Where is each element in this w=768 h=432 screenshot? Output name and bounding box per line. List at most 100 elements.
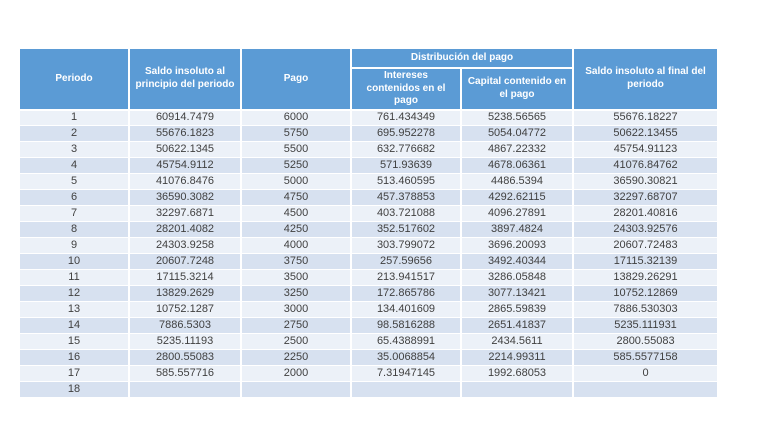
column-header-capital: Capital contenido en el pago — [459, 67, 575, 111]
table-body: 1 60914.7479 6000 761.434349 5238.56565 55676… — [18, 109, 720, 398]
table-cell: 3750 — [240, 253, 352, 270]
table-cell: 7.31947145 — [350, 365, 462, 382]
table-cell: 41076.8476 — [128, 173, 242, 190]
table-cell: 28201.40816 — [572, 205, 720, 222]
table-row: 15 5235.11193 2500 65.4388991 2434.5611 2800.… — [18, 333, 720, 350]
table-cell: 1 — [18, 109, 130, 126]
column-group-distribucion: Distribución del pago — [349, 47, 575, 69]
table-cell: 2750 — [240, 317, 352, 334]
table-cell: 60914.7479 — [128, 109, 242, 126]
table-cell: 2 — [18, 125, 130, 142]
table-cell: 5235.111931 — [572, 317, 720, 334]
table-row: 12 13829.2629 3250 172.865786 3077.13421 1075… — [18, 285, 720, 302]
table-cell: 7886.530303 — [572, 301, 720, 318]
table-row: 6 36590.3082 4750 457.378853 4292.62115 32297… — [18, 189, 720, 206]
table-cell: 172.865786 — [350, 285, 462, 302]
table-cell: 50622.13455 — [572, 125, 720, 142]
table-row: 18 — [18, 381, 720, 398]
table-cell: 12 — [18, 285, 130, 302]
table-cell: 1992.68053 — [459, 365, 575, 382]
table-cell: 2800.55083 — [128, 349, 242, 366]
table-cell: 5054.04772 — [459, 125, 575, 142]
table-cell: 20607.7248 — [128, 253, 242, 270]
table-cell — [240, 381, 352, 398]
table-cell: 16 — [18, 349, 130, 366]
table-cell: 98.5816288 — [350, 317, 462, 334]
table-cell: 18 — [18, 381, 130, 398]
table-cell: 28201.4082 — [128, 221, 242, 238]
table-cell: 55676.18227 — [572, 109, 720, 126]
table-cell: 2250 — [240, 349, 352, 366]
table-row: 2 55676.1823 5750 695.952278 5054.04772 50622… — [18, 125, 720, 142]
table-cell: 4292.62115 — [459, 189, 575, 206]
table-cell: 3286.05848 — [459, 269, 575, 286]
table-cell: 2214.99311 — [459, 349, 575, 366]
table-cell: 0 — [572, 365, 720, 382]
table-cell: 5750 — [240, 125, 352, 142]
table-row: 10 20607.7248 3750 257.59656 3492.40344 17115… — [18, 253, 720, 270]
table-cell: 36590.30821 — [572, 173, 720, 190]
table-cell: 2865.59839 — [459, 301, 575, 318]
table-cell: 352.517602 — [350, 221, 462, 238]
table-cell: 15 — [18, 333, 130, 350]
table-cell: 36590.3082 — [128, 189, 242, 206]
column-header-saldo-final: Saldo insoluto al final del periodo — [572, 47, 720, 111]
table-cell: 2434.5611 — [459, 333, 575, 350]
table-cell: 213.941517 — [350, 269, 462, 286]
table-cell: 3897.4824 — [459, 221, 575, 238]
table-cell: 13829.2629 — [128, 285, 242, 302]
table-cell: 3000 — [240, 301, 352, 318]
table-cell: 585.557716 — [128, 365, 242, 382]
table-row: 9 24303.9258 4000 303.799072 3696.20093 20607… — [18, 237, 720, 254]
table-cell: 695.952278 — [350, 125, 462, 142]
table-cell: 3500 — [240, 269, 352, 286]
table-cell: 5500 — [240, 141, 352, 158]
table-cell: 10 — [18, 253, 130, 270]
table-cell: 303.799072 — [350, 237, 462, 254]
table-cell: 10752.1287 — [128, 301, 242, 318]
table-row: 17 585.557716 2000 7.31947145 1992.68053 0 — [18, 365, 720, 382]
table-cell: 45754.91123 — [572, 141, 720, 158]
table-cell: 17115.32139 — [572, 253, 720, 270]
table-cell: 257.59656 — [350, 253, 462, 270]
table-cell: 10752.12869 — [572, 285, 720, 302]
table-cell: 5250 — [240, 157, 352, 174]
column-header-intereses: Intereses contenidos en el pago — [350, 67, 462, 111]
table-cell: 3492.40344 — [459, 253, 575, 270]
table-cell: 403.721088 — [350, 205, 462, 222]
table-cell: 13829.26291 — [572, 269, 720, 286]
table-row: 16 2800.55083 2250 35.0068854 2214.99311 585.… — [18, 349, 720, 366]
amortization-table-container: Periodo Saldo insoluto al principio del … — [18, 47, 720, 398]
table-cell: 5000 — [240, 173, 352, 190]
table-cell: 4486.5394 — [459, 173, 575, 190]
amortization-table: Periodo Saldo insoluto al principio del … — [18, 47, 720, 398]
table-cell: 2000 — [240, 365, 352, 382]
table-row: 4 45754.9112 5250 571.93639 4678.06361 41076.… — [18, 157, 720, 174]
table-cell: 32297.68707 — [572, 189, 720, 206]
table-cell: 17 — [18, 365, 130, 382]
column-header-periodo: Periodo — [18, 47, 130, 111]
table-cell: 3696.20093 — [459, 237, 575, 254]
table-cell: 5238.56565 — [459, 109, 575, 126]
table-cell — [128, 381, 242, 398]
table-cell: 7886.5303 — [128, 317, 242, 334]
table-cell: 4867.22332 — [459, 141, 575, 158]
table-cell: 571.93639 — [350, 157, 462, 174]
table-cell — [350, 381, 462, 398]
table-cell: 9 — [18, 237, 130, 254]
table-cell: 17115.3214 — [128, 269, 242, 286]
table-cell: 4500 — [240, 205, 352, 222]
table-cell: 24303.9258 — [128, 237, 242, 254]
table-cell: 585.5577158 — [572, 349, 720, 366]
table-row: 13 10752.1287 3000 134.401609 2865.59839 7886… — [18, 301, 720, 318]
table-cell: 24303.92576 — [572, 221, 720, 238]
table-cell: 2800.55083 — [572, 333, 720, 350]
table-cell: 7 — [18, 205, 130, 222]
table-cell: 45754.9112 — [128, 157, 242, 174]
table-cell: 20607.72483 — [572, 237, 720, 254]
table-cell: 3077.13421 — [459, 285, 575, 302]
table-cell: 761.434349 — [350, 109, 462, 126]
table-cell: 32297.6871 — [128, 205, 242, 222]
table-cell: 55676.1823 — [128, 125, 242, 142]
table-cell: 4 — [18, 157, 130, 174]
